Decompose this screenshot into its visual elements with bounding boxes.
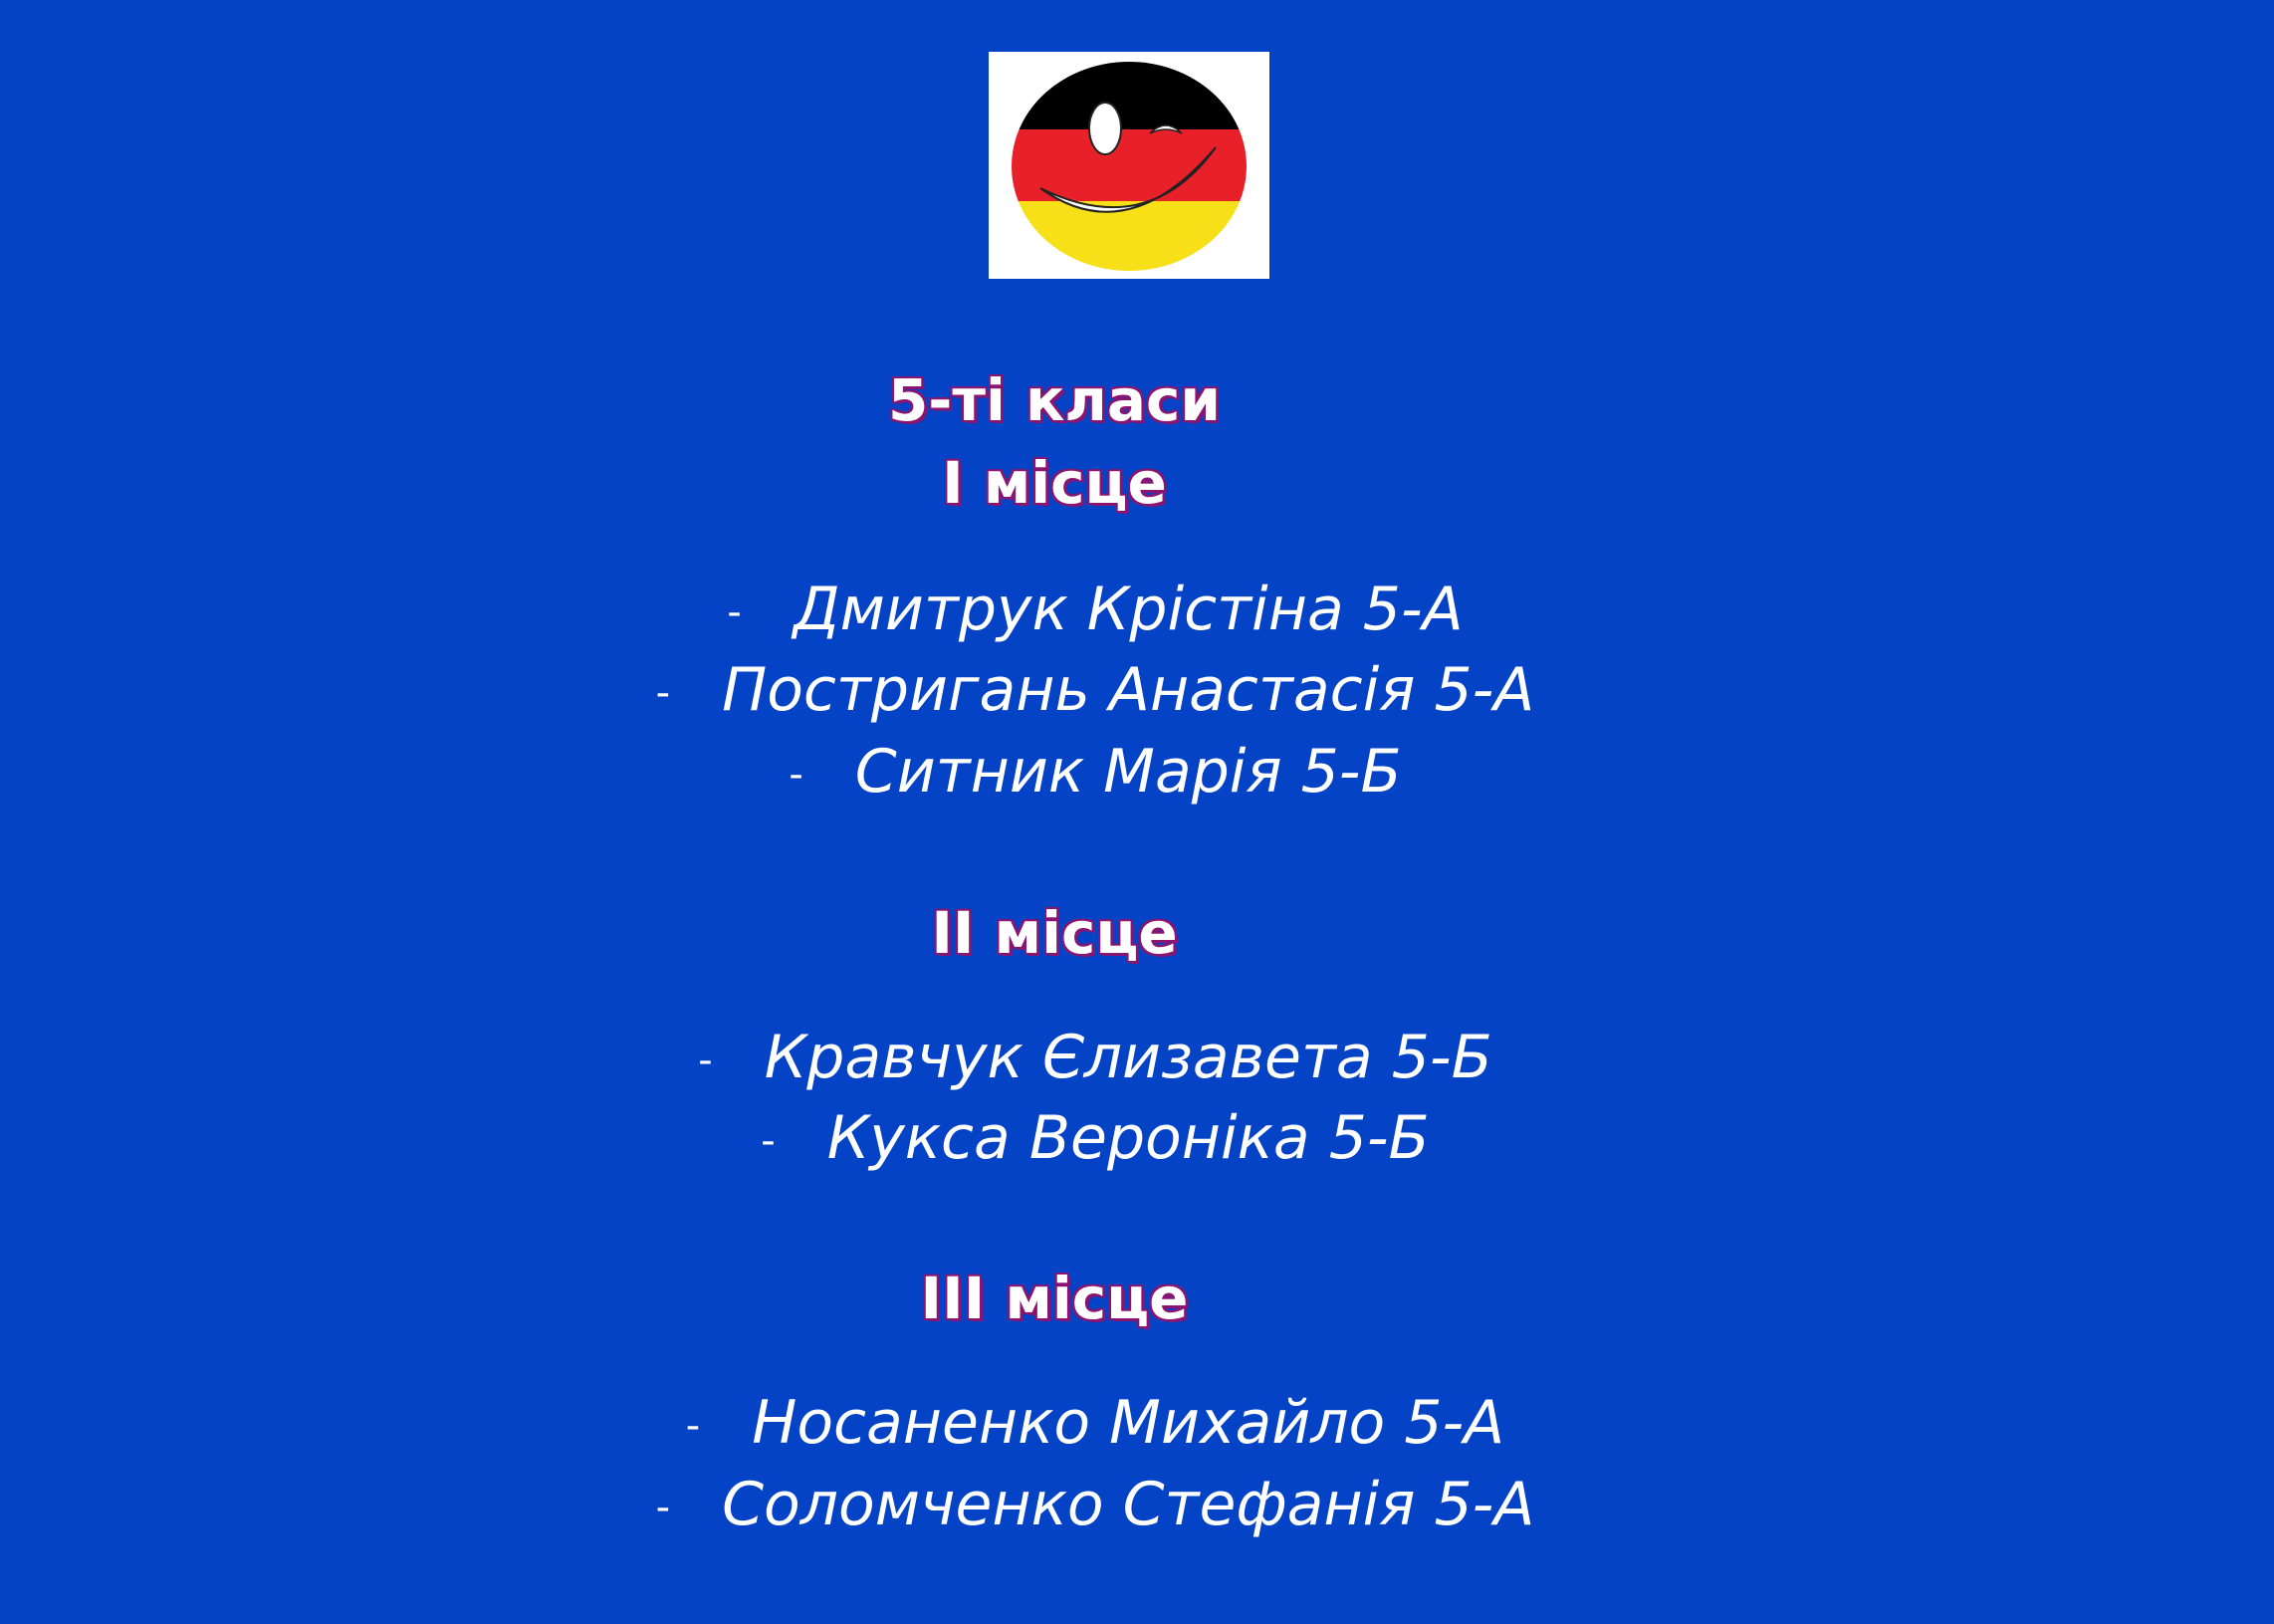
list-item: - Кравчук Єлизавета 5-Б — [0, 1020, 2190, 1098]
student-name: Постригань Анастасія 5-А — [722, 655, 1535, 725]
list-item: - Носаненко Михайло 5-А — [0, 1385, 2190, 1464]
bullet: - — [789, 752, 803, 799]
list-item: - Соломченко Стефанія 5-А — [0, 1467, 2190, 1545]
list-item: - Ситник Марія 5-Б — [0, 734, 2190, 812]
heading-second-place: II місце — [931, 899, 1178, 967]
bullet: - — [761, 1118, 776, 1165]
list-item: - Дмитрук Крістіна 5-А — [0, 572, 2190, 650]
bullet: - — [655, 670, 671, 717]
heading-third-place: III місце — [920, 1265, 1189, 1332]
list-item: - Кукса Вероніка 5-Б — [0, 1100, 2190, 1179]
heading-first-place: I місце — [942, 449, 1167, 517]
bullet: - — [698, 1038, 713, 1084]
student-name: Кравчук Єлизавета 5-Б — [764, 1023, 1492, 1092]
bullet: - — [655, 1485, 671, 1531]
student-name: Ситник Марія 5-Б — [854, 737, 1402, 807]
student-name: Кукса Вероніка 5-Б — [826, 1103, 1430, 1173]
student-name: Дмитрук Крістіна 5-А — [793, 575, 1464, 644]
bullet: - — [727, 589, 742, 636]
student-name: Соломченко Стефанія 5-А — [722, 1470, 1535, 1539]
bullet: - — [685, 1403, 701, 1450]
german-flag-smiley-logo — [989, 52, 1269, 279]
list-item: - Постригань Анастасія 5-А — [0, 652, 2190, 731]
heading-grade: 5-ті класи — [887, 366, 1222, 434]
student-name: Носаненко Михайло 5-А — [752, 1388, 1505, 1458]
